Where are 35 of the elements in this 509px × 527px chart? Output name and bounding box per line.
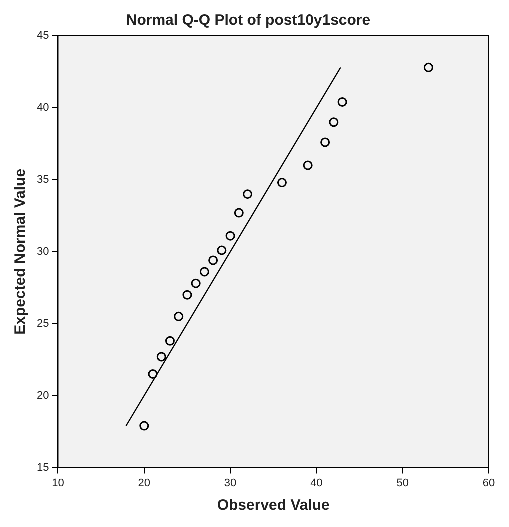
y-tick-label: 25 <box>36 318 50 330</box>
point <box>140 421 150 431</box>
point <box>148 369 158 379</box>
point <box>329 118 339 128</box>
y-axis-title: Expected Normal Value <box>12 168 30 335</box>
y-tick-label: 15 <box>36 462 50 474</box>
x-tick-label: 60 <box>482 477 496 490</box>
x-tick-label: 20 <box>138 477 151 490</box>
y-tick-label: 20 <box>36 390 50 402</box>
y-tick-label: 30 <box>36 246 50 258</box>
point <box>156 352 166 362</box>
point <box>226 231 236 241</box>
point <box>277 178 287 188</box>
point <box>182 290 192 300</box>
point <box>200 267 210 277</box>
chart-title: Normal Q-Q Plot of post10y1score <box>126 12 371 30</box>
point <box>424 62 434 72</box>
point <box>303 160 313 170</box>
point <box>217 246 227 256</box>
point <box>165 336 175 346</box>
y-tick-label: 45 <box>36 30 50 42</box>
y-tick-label: 35 <box>36 174 50 186</box>
point <box>234 208 244 218</box>
point <box>243 190 253 200</box>
y-tick-label: 40 <box>36 102 50 114</box>
x-tick-label: 40 <box>310 477 323 490</box>
x-tick-label: 10 <box>52 477 64 490</box>
point <box>320 138 330 148</box>
point <box>338 97 348 107</box>
x-tick-label: 50 <box>396 477 409 490</box>
x-axis-title: Observed Value <box>217 497 330 514</box>
x-tick-label: 30 <box>224 477 237 490</box>
point <box>174 312 184 322</box>
point <box>208 256 218 266</box>
point <box>191 278 201 288</box>
